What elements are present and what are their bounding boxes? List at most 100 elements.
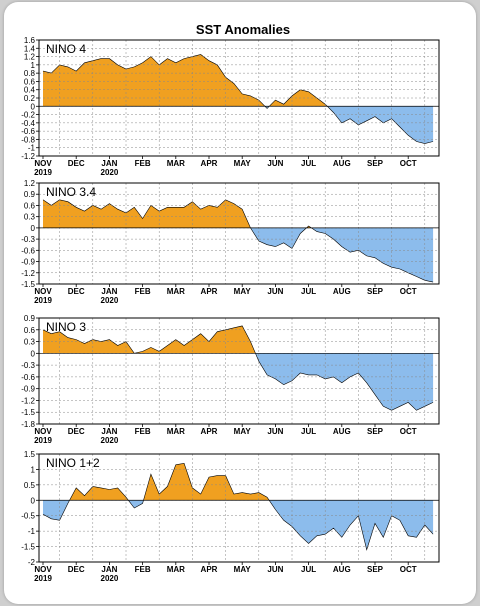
x-tick-label: DEC bbox=[68, 159, 85, 168]
x-tick-label: MAR bbox=[167, 427, 185, 436]
y-tick-label: 0 bbox=[31, 224, 36, 233]
y-tick-label: 0.6 bbox=[24, 201, 36, 210]
x-tick-label: AUG bbox=[333, 159, 351, 168]
y-tick-label: -1.2 bbox=[21, 396, 35, 405]
x-tick-label: JUL bbox=[301, 287, 316, 296]
x-tick-label: APR bbox=[201, 287, 218, 296]
y-tick-label: 0.9 bbox=[24, 190, 36, 199]
y-tick-label: 1.4 bbox=[24, 44, 36, 53]
cool-anomaly-area bbox=[43, 106, 434, 144]
x-year-label: 2019 bbox=[34, 296, 52, 305]
y-tick-label: -0.3 bbox=[21, 235, 35, 244]
x-tick-label: JUN bbox=[267, 427, 283, 436]
y-tick-label: -0.3 bbox=[21, 361, 35, 370]
x-tick-label: JAN bbox=[101, 427, 117, 436]
x-tick-label: NOV bbox=[34, 565, 52, 574]
cool-anomaly-area bbox=[43, 500, 434, 550]
y-tick-label: 1.2 bbox=[24, 53, 36, 62]
x-year-label: 2020 bbox=[101, 436, 119, 445]
y-tick-label: 0 bbox=[31, 349, 36, 358]
x-tick-label: SEP bbox=[367, 565, 384, 574]
y-tick-label: 0.2 bbox=[24, 94, 36, 103]
x-tick-label: DEC bbox=[68, 287, 85, 296]
y-tick-label: -0.5 bbox=[21, 512, 35, 521]
warm-anomaly-area bbox=[43, 325, 434, 354]
y-tick-label: -1 bbox=[28, 527, 36, 536]
x-tick-label: JAN bbox=[101, 159, 117, 168]
x-tick-label: NOV bbox=[34, 427, 52, 436]
y-tick-label: -1.5 bbox=[21, 543, 35, 552]
panel-border bbox=[38, 317, 440, 425]
cool-anomaly-area bbox=[255, 353, 434, 411]
y-tick-label: 0.6 bbox=[24, 77, 36, 86]
panel-label: NINO 4 bbox=[46, 42, 86, 56]
y-tick-label: -1.8 bbox=[21, 420, 35, 429]
y-tick-label: 0.3 bbox=[24, 213, 36, 222]
x-tick-label: OCT bbox=[400, 287, 417, 296]
x-tick-label: SEP bbox=[367, 287, 384, 296]
y-tick-label: -0.9 bbox=[21, 385, 35, 394]
x-tick-label: FEB bbox=[135, 159, 151, 168]
x-tick-label: APR bbox=[201, 159, 218, 168]
x-tick-label: JUN bbox=[267, 159, 283, 168]
x-tick-label: JUL bbox=[301, 159, 316, 168]
x-tick-label: FEB bbox=[135, 287, 151, 296]
x-tick-label: MAR bbox=[167, 565, 185, 574]
x-tick-label: MAR bbox=[167, 287, 185, 296]
warm-anomaly-area bbox=[43, 199, 312, 228]
x-tick-label: JUL bbox=[301, 565, 316, 574]
x-tick-label: MAY bbox=[234, 427, 252, 436]
y-tick-label: -0.6 bbox=[21, 373, 35, 382]
y-tick-label: 0.9 bbox=[24, 314, 36, 323]
warm-anomaly-area bbox=[43, 54, 328, 107]
x-tick-label: OCT bbox=[400, 427, 417, 436]
x-tick-label: MAR bbox=[167, 159, 185, 168]
x-tick-label: NOV bbox=[34, 287, 52, 296]
anomaly-line bbox=[42, 462, 434, 551]
x-tick-label: AUG bbox=[333, 565, 351, 574]
y-tick-label: -1.5 bbox=[21, 408, 35, 417]
x-tick-label: DEC bbox=[68, 565, 85, 574]
x-tick-label: JAN bbox=[101, 565, 117, 574]
x-tick-label: OCT bbox=[400, 159, 417, 168]
x-tick-label: AUG bbox=[333, 287, 351, 296]
anomaly-line bbox=[42, 325, 434, 411]
y-tick-label: -0.9 bbox=[21, 258, 35, 267]
panel-border bbox=[38, 453, 440, 563]
x-tick-label: OCT bbox=[400, 565, 417, 574]
cool-anomaly-area bbox=[43, 227, 434, 283]
y-tick-label: 0.6 bbox=[24, 326, 36, 335]
x-year-label: 2019 bbox=[34, 574, 52, 583]
x-year-label: 2020 bbox=[101, 168, 119, 177]
y-tick-label: -0.8 bbox=[21, 135, 35, 144]
panel-label: NINO 3.4 bbox=[46, 185, 96, 199]
y-tick-label: 0 bbox=[31, 496, 36, 505]
panel-1: 1.61.41.210.80.60.40.20-0.2-0.4-0.6-0.8-… bbox=[21, 36, 440, 177]
anomaly-line bbox=[42, 199, 434, 283]
y-tick-label: 0.5 bbox=[24, 481, 36, 490]
x-tick-label: JUN bbox=[267, 287, 283, 296]
x-tick-label: APR bbox=[201, 565, 218, 574]
x-tick-label: JAN bbox=[101, 287, 117, 296]
y-tick-label: -1.5 bbox=[21, 280, 35, 289]
y-tick-label: 1 bbox=[31, 61, 36, 70]
x-year-label: 2019 bbox=[34, 168, 52, 177]
y-tick-label: -1.2 bbox=[21, 269, 35, 278]
y-tick-label: 1.6 bbox=[24, 36, 36, 45]
y-tick-label: -1.2 bbox=[21, 152, 35, 161]
x-tick-label: MAY bbox=[234, 159, 252, 168]
x-year-label: 2020 bbox=[101, 574, 119, 583]
y-tick-label: 0.3 bbox=[24, 338, 36, 347]
figure-title: SST Anomalies bbox=[196, 22, 290, 37]
panels-group: 1.61.41.210.80.60.40.20-0.2-0.4-0.6-0.8-… bbox=[21, 36, 440, 583]
y-tick-label: -0.6 bbox=[21, 246, 35, 255]
y-tick-label: -2 bbox=[28, 558, 36, 567]
x-tick-label: JUN bbox=[267, 565, 283, 574]
panel-label: NINO 1+2 bbox=[46, 456, 100, 470]
anomaly-line bbox=[42, 54, 434, 144]
y-tick-label: -0.6 bbox=[21, 127, 35, 136]
